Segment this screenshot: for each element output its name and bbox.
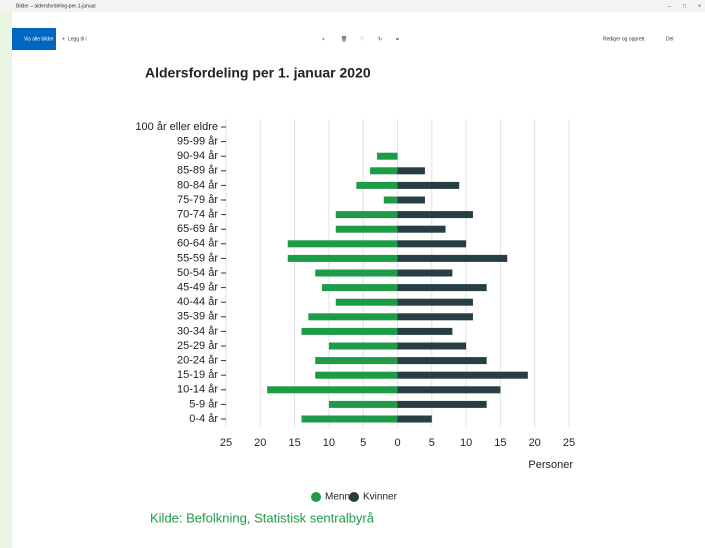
window-title: Bilder – aldersfordeling-per-1-januar — [16, 3, 96, 9]
bar — [308, 313, 398, 321]
y-tick-label: 95-99 år — [177, 136, 218, 148]
source: Kilde: Befolkning, Statistisk sentralbyr… — [150, 510, 375, 525]
rotate-icon[interactable]: ↻ — [378, 36, 382, 42]
y-tick-label: 30-34 år — [177, 325, 218, 337]
y-tick-label: 65-69 år — [177, 223, 218, 235]
bar — [397, 342, 467, 350]
y-tick-label: 85-89 år — [177, 165, 218, 177]
y-tick-label: 5-9 år — [189, 398, 218, 410]
bar — [397, 386, 501, 394]
bar — [383, 196, 398, 204]
legend-swatch — [349, 492, 359, 502]
bar — [397, 415, 432, 423]
y-tick-label: 15-19 år — [177, 369, 218, 381]
legend-swatch — [311, 492, 321, 502]
close[interactable]: × — [698, 3, 701, 9]
window — [12, 10, 705, 548]
legend-label: Kvinner — [363, 492, 398, 503]
bar — [397, 327, 453, 335]
bar — [397, 284, 487, 292]
bar — [335, 211, 398, 219]
bar — [301, 415, 398, 423]
y-tick-label: 35-39 år — [177, 311, 218, 323]
bar — [335, 225, 398, 233]
x-tick-label: 25 — [220, 437, 232, 449]
zoom-icon[interactable]: ⌕ — [322, 36, 325, 42]
bar — [397, 211, 473, 219]
y-tick-label: 55-59 år — [177, 252, 218, 264]
y-tick-label: 10-14 år — [177, 384, 218, 396]
y-tick-label: 60-64 år — [177, 238, 218, 250]
bar — [328, 400, 398, 408]
minimize[interactable]: – — [668, 3, 671, 9]
x-tick-label: 20 — [529, 437, 541, 449]
x-tick-label: 15 — [288, 437, 300, 449]
y-tick-label: 90-94 år — [177, 150, 218, 162]
x-tick-label: 5 — [360, 437, 366, 449]
bar — [397, 181, 460, 189]
y-tick-label: 25-29 år — [177, 340, 218, 352]
share-label[interactable]: Del — [666, 36, 674, 42]
y-tick-label: 75-79 år — [177, 194, 218, 206]
x-tick-label: 5 — [429, 437, 435, 449]
y-tick-label: 100 år eller eldre — [135, 121, 218, 133]
edit-label[interactable]: Rediger og opprett — [603, 36, 645, 42]
y-tick-label: 0-4 år — [189, 413, 218, 425]
bar — [315, 269, 398, 277]
x-tick-label: 10 — [323, 437, 335, 449]
bar — [315, 357, 398, 365]
y-tick-label: 40-44 år — [177, 296, 218, 308]
x-tick-label: 15 — [494, 437, 506, 449]
x-tick-label: 10 — [460, 437, 472, 449]
bar — [397, 254, 508, 262]
toolbar-icons: ⌕ 🗑 ♡ ↻ ⌗ — [322, 35, 399, 42]
delete-icon[interactable]: 🗑 — [341, 35, 347, 42]
add-to-button[interactable]: + — [62, 36, 65, 42]
maximize[interactable]: □ — [683, 3, 686, 9]
show-all-label[interactable]: Vis alle bilder — [24, 36, 54, 42]
favorite-icon[interactable]: ♡ — [360, 36, 365, 42]
bar — [397, 167, 425, 175]
crop-icon[interactable]: ⌗ — [396, 36, 399, 42]
show-all-button[interactable] — [12, 28, 56, 50]
bar — [315, 371, 398, 379]
bar — [376, 152, 398, 160]
y-tick-label: 20-24 år — [177, 355, 218, 367]
bar — [328, 342, 398, 350]
bar — [287, 254, 398, 262]
bar — [397, 240, 467, 248]
add-to-label[interactable]: Legg til i — [68, 36, 87, 42]
bar — [287, 240, 398, 248]
y-tick-label: 70-74 år — [177, 209, 218, 221]
bar — [356, 181, 398, 189]
y-tick-label: 45-49 år — [177, 282, 218, 294]
title-bar — [0, 0, 705, 12]
bar — [335, 298, 398, 306]
bar — [397, 313, 473, 321]
chart-title: Aldersfordeling per 1. januar 2020 — [145, 65, 371, 81]
bar — [370, 167, 398, 175]
y-tick-label: 80-84 år — [177, 179, 218, 191]
bar — [301, 327, 398, 335]
x-tick-label: 0 — [394, 437, 400, 449]
bar — [397, 196, 425, 204]
bar — [397, 269, 453, 277]
bar — [397, 371, 528, 379]
bar — [397, 225, 446, 233]
bar — [397, 357, 487, 365]
x-tick-label: 20 — [254, 437, 266, 449]
bar — [267, 386, 398, 394]
bar — [397, 400, 487, 408]
legend-label: Menn — [325, 492, 350, 503]
bar — [322, 284, 398, 292]
x-axis-label: Personer — [528, 459, 573, 471]
y-tick-label: 50-54 år — [177, 267, 218, 279]
bar — [397, 298, 473, 306]
x-tick-label: 25 — [563, 437, 575, 449]
